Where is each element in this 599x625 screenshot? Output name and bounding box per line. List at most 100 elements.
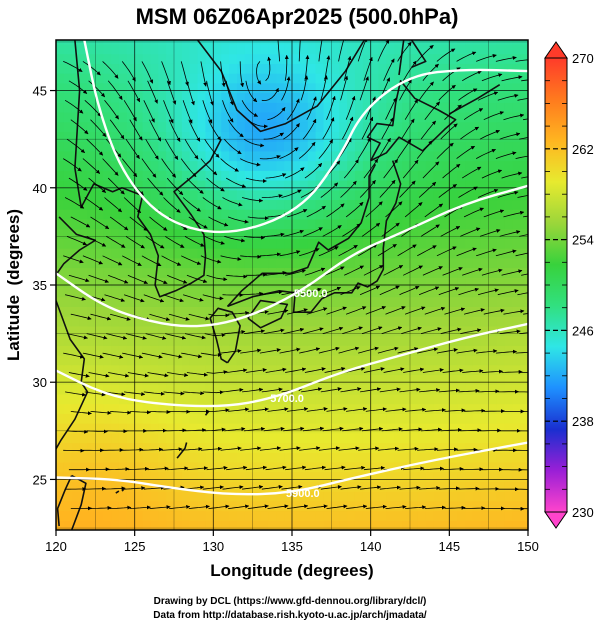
heatmap-cell (480, 53, 490, 64)
heatmap-cell (378, 43, 387, 55)
heatmap-cell (174, 393, 183, 405)
heatmap-cell (362, 500, 372, 512)
streamline-arrow (456, 51, 477, 62)
x-tick-label: 125 (124, 539, 146, 554)
streamline-arrow (261, 194, 283, 198)
streamline-arrow (422, 466, 444, 471)
streamline-arrow (464, 506, 486, 511)
heatmap-cell (512, 364, 521, 376)
heatmap-cell (347, 141, 356, 152)
heatmap-cell (189, 452, 199, 463)
heatmap-cell (299, 189, 309, 201)
heatmap-cell (347, 209, 356, 220)
heatmap-cell (260, 189, 269, 201)
heatmap-cell (126, 481, 136, 492)
heatmap-cell (244, 53, 254, 64)
streamline-arrow (161, 447, 183, 452)
heatmap-cell (496, 471, 505, 482)
heatmap-cell (347, 180, 356, 191)
heatmap-cell (174, 209, 183, 220)
streamline-arrow (301, 387, 323, 393)
heatmap-cell (118, 286, 128, 298)
heatmap-cell (134, 73, 144, 84)
heatmap-cell (299, 374, 309, 385)
streamline-arrow (202, 485, 224, 490)
heatmap-cell (126, 228, 136, 239)
heatmap-cell (174, 189, 183, 201)
streamline-arrow (104, 100, 119, 120)
heatmap-cell (449, 413, 458, 424)
heatmap-cell (504, 413, 513, 424)
heatmap-cell (71, 316, 81, 327)
heatmap-cell (166, 73, 175, 84)
streamline-arrow (181, 447, 203, 452)
heatmap-cell (158, 413, 167, 424)
heatmap-cell (79, 53, 89, 64)
heatmap-cell (205, 393, 214, 405)
heatmap-cell (260, 423, 269, 434)
heatmap-cell (323, 442, 332, 453)
heatmap-cell (292, 170, 301, 181)
heatmap-cell (142, 218, 151, 230)
heatmap-cell (118, 461, 128, 473)
streamline-arrow (206, 465, 228, 471)
heatmap-cell (299, 53, 309, 64)
heatmap-cell (268, 150, 277, 162)
heatmap-cell (331, 461, 340, 473)
heatmap-cell (126, 218, 136, 230)
heatmap-cell (134, 461, 144, 473)
heatmap-cell (362, 393, 372, 405)
streamline-arrow (186, 372, 208, 377)
heatmap-cell (252, 102, 262, 113)
heatmap-cell (236, 53, 246, 64)
streamline-arrow (402, 60, 417, 82)
heatmap-cell (118, 150, 128, 162)
streamline-arrow (401, 326, 422, 334)
heatmap-cell (386, 296, 395, 307)
heatmap-cell (354, 306, 364, 317)
heatmap-cell (284, 238, 293, 249)
heatmap-cell (166, 150, 175, 162)
heatmap-cell (56, 355, 65, 366)
streamline-arrow (383, 158, 399, 179)
heatmap-cell (158, 471, 167, 482)
heatmap-cell (142, 500, 151, 512)
heatmap-cell (111, 364, 120, 376)
heatmap-cell (181, 92, 191, 103)
heatmap-cell (339, 491, 348, 502)
heatmap-cell (103, 374, 112, 385)
heatmap-cell (284, 355, 293, 366)
heatmap-cell (449, 461, 458, 473)
streamline-arrow (224, 329, 246, 334)
heatmap-cell (95, 63, 104, 74)
heatmap-cell (174, 73, 183, 84)
heatmap-cell (166, 345, 175, 356)
streamline-arrow (464, 408, 486, 413)
heatmap-cell (354, 121, 364, 132)
streamline-arrow (127, 372, 149, 378)
heatmap-cell (441, 510, 450, 521)
streamline-arrow (263, 426, 285, 432)
streamline-arrow (68, 372, 90, 378)
heatmap-cell (260, 102, 269, 113)
streamline-arrow (283, 426, 305, 432)
heatmap-cell (323, 150, 332, 162)
heatmap-cell (158, 102, 167, 113)
heatmap-cell (292, 40, 301, 45)
heatmap-cell (299, 170, 309, 181)
heatmap-cell (174, 150, 183, 162)
heatmap-cell (221, 248, 230, 259)
heatmap-cell (213, 63, 222, 74)
heatmap-cell (449, 170, 458, 181)
heatmap-cell (488, 111, 498, 123)
streamline-arrow (90, 216, 110, 230)
heatmap-cell (354, 160, 364, 171)
heatmap-cell (292, 296, 301, 307)
heatmap-cell (292, 520, 301, 530)
heatmap-cell (386, 102, 395, 113)
heatmap-cell (158, 121, 167, 132)
heatmap-cell (402, 40, 411, 45)
heatmap-cell (103, 384, 112, 395)
heatmap-cell (236, 218, 246, 230)
heatmap-cell (197, 121, 207, 132)
